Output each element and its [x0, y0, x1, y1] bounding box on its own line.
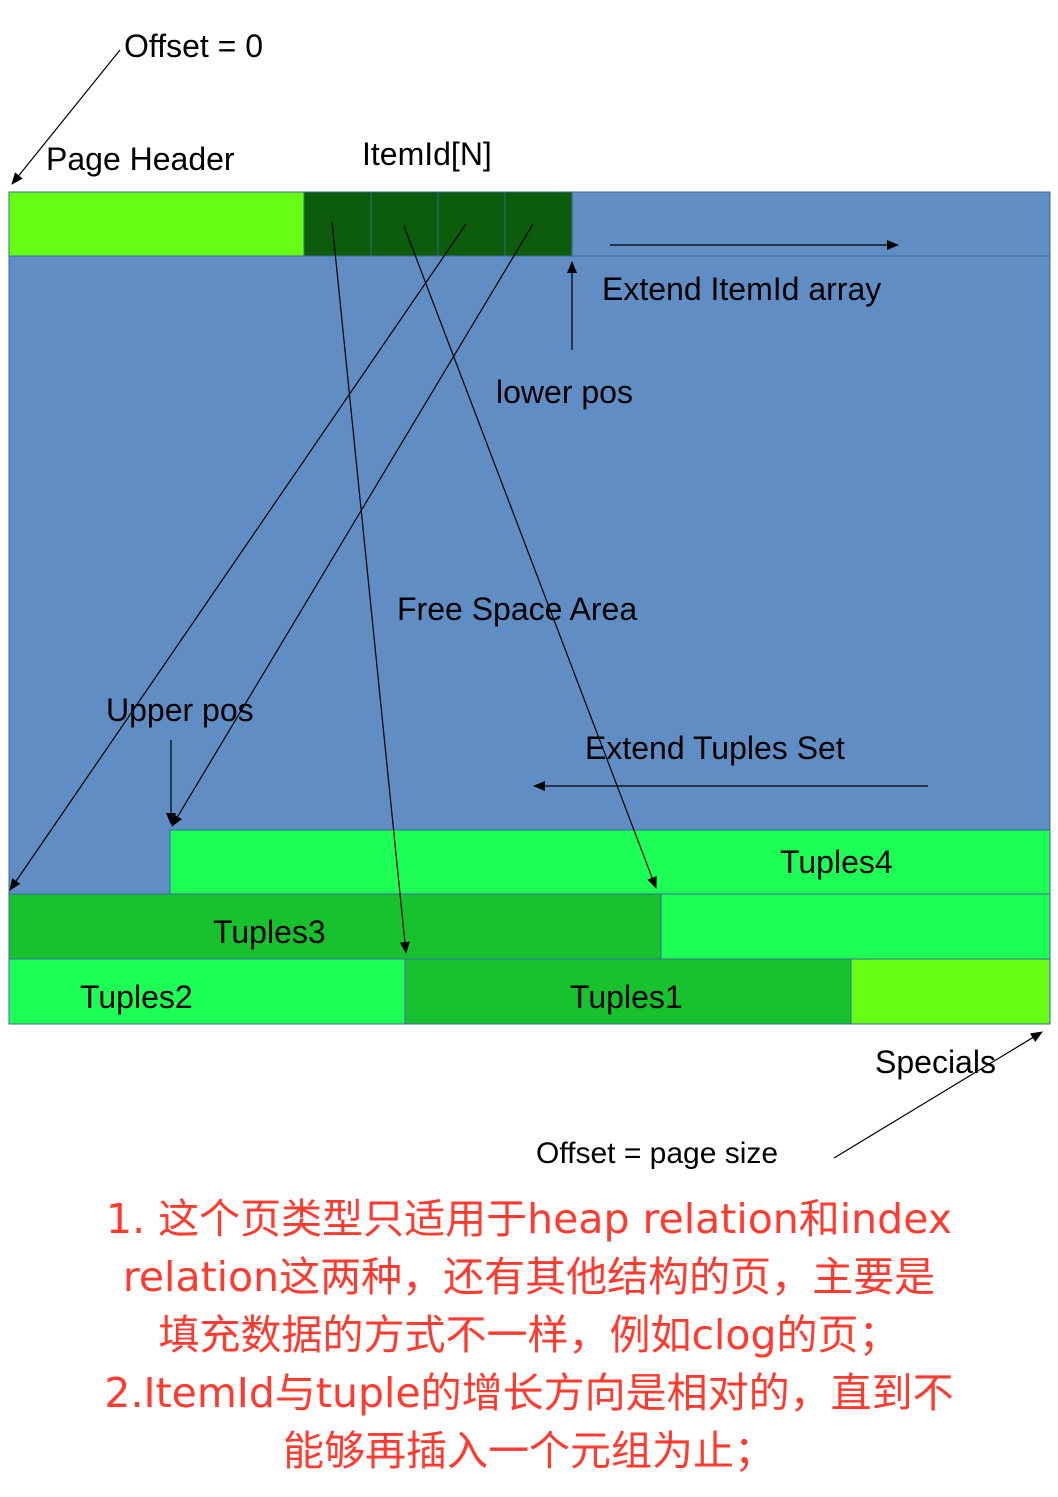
offset-page-size-arrow — [833, 1031, 1043, 1159]
specials-block — [850, 958, 1051, 1025]
note-line-4: 2.ItemId与tuple的增长方向是相对的，直到不 — [104, 1369, 954, 1417]
tuples4-label: Tuples4 — [780, 844, 893, 880]
itemid-cell-4 — [504, 191, 573, 257]
itemid-cell-1 — [303, 191, 372, 257]
itemid-array-label: ItemId[N] — [362, 136, 492, 172]
itemid1-to-tuples1-arrow — [331, 221, 410, 954]
free-space-label: Free Space Area — [397, 591, 638, 627]
note-line-5: 能够再插入一个元组为止； — [283, 1427, 775, 1475]
offset-zero-label: Offset = 0 — [124, 28, 264, 64]
offset-zero-arrow — [11, 49, 121, 185]
tuples3-label: Tuples3 — [213, 914, 326, 950]
tuples2-label: Tuples2 — [80, 979, 193, 1015]
itemid-cell-3 — [437, 191, 506, 257]
tuples1-label: Tuples1 — [570, 979, 683, 1015]
explanation-notes: 1. 这个页类型只适用于heap relation和index relation… — [0, 1190, 1058, 1480]
page-header-block — [8, 191, 305, 257]
tuples3-block — [8, 893, 662, 960]
tuples4-block — [169, 829, 1051, 895]
specials-label: Specials — [875, 1044, 996, 1080]
itemid4-to-tuples3-arrow — [171, 223, 534, 827]
note-line-1: 1. 这个页类型只适用于heap relation和index — [106, 1195, 952, 1243]
upper-pos-label: Upper pos — [106, 692, 254, 728]
offset-page-size-label: Offset = page size — [536, 1137, 779, 1170]
tuples2-block — [8, 958, 406, 1025]
lower-pos-label: lower pos — [496, 374, 633, 410]
page-header-label: Page Header — [46, 141, 235, 177]
itemid-cell-2 — [370, 191, 439, 257]
itemid2-to-tuples4-arrow — [403, 225, 657, 889]
note-line-3: 填充数据的方式不一样，例如clog的页； — [158, 1311, 900, 1359]
itemid3-to-tuples2-arrow — [9, 223, 467, 891]
extend-itemid-label: Extend ItemId array — [602, 271, 882, 307]
note-line-2: relation这两种，还有其他结构的页，主要是 — [122, 1253, 936, 1301]
tuples4-tail-block — [660, 893, 1051, 960]
extend-tuples-label: Extend Tuples Set — [585, 730, 845, 766]
tuples1-block — [404, 958, 852, 1025]
